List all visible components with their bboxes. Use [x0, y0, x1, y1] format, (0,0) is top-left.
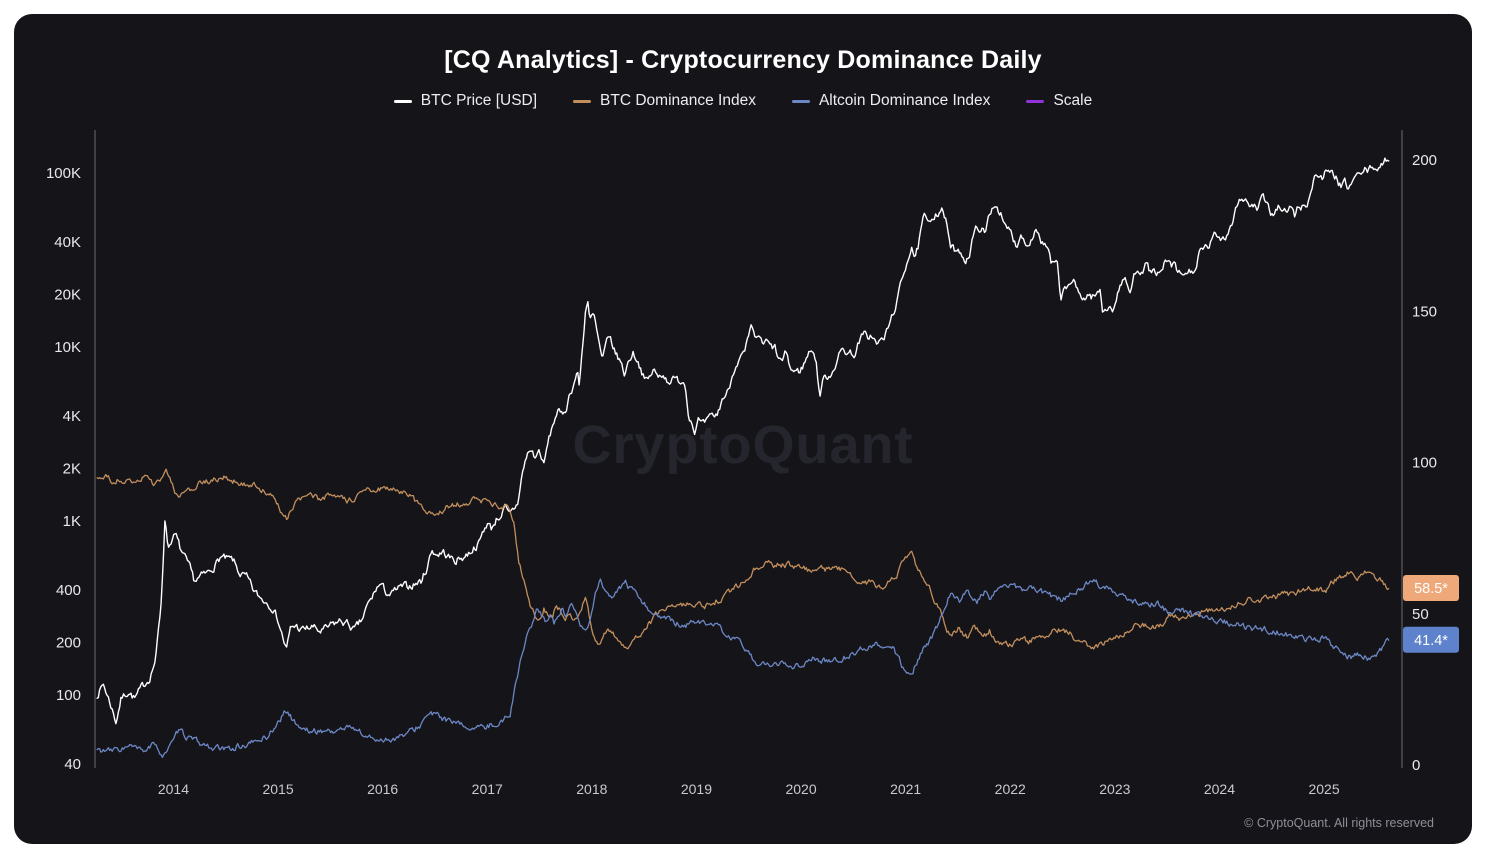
y-axis-tick-left: 1K — [63, 513, 81, 530]
series-btc-price-line — [96, 157, 1390, 725]
y-axis-tick-left: 200 — [56, 634, 81, 651]
badge-value: 41.4* — [1414, 633, 1448, 649]
y-axis-tick-left: 100 — [56, 687, 81, 704]
chart-canvas[interactable]: 40 100 200 400 1K 2K 4K 10K 20K 40K 100K 0 50 100 150 2… — [14, 14, 1472, 844]
btc-dominance-swatch — [573, 99, 592, 103]
btc-price-label: BTC Price [USD] — [420, 92, 538, 109]
last-value-badge-58.5: 58.5* — [1403, 575, 1459, 602]
x-axis-tick: 2021 — [890, 781, 921, 797]
x-axis-tick: 2022 — [995, 781, 1026, 797]
legend-item-btc-price[interactable]: BTC Price [USD] — [393, 92, 538, 110]
page-title: [CQ Analytics] - Cryptocurrency Dominanc… — [444, 46, 1042, 74]
btc-dominance-label: BTC Dominance Index — [600, 92, 756, 109]
y-axis-tick-left: 10K — [54, 339, 81, 356]
legend-item-btc-dominance[interactable]: BTC Dominance Index — [573, 92, 756, 110]
x-axis-tick: 2018 — [576, 781, 607, 797]
badge-value: 58.5* — [1414, 581, 1448, 597]
y-axis-tick-right: 200 — [1412, 152, 1437, 169]
y-axis-tick-right: 50 — [1412, 606, 1429, 623]
x-axis-tick: 2019 — [681, 781, 712, 797]
legend-item-scale[interactable]: Scale — [1026, 92, 1092, 110]
y-axis-tick-left: 2K — [63, 460, 81, 477]
badge-background — [1403, 626, 1459, 653]
y-axis-tick-right: 100 — [1412, 455, 1437, 472]
chart-panel: [CQ Analytics] - Cryptocurrency Dominanc… — [14, 14, 1472, 844]
cryptoquant-watermark: CryptoQuant — [572, 415, 914, 475]
last-value-badge-41.4: 41.4* — [1403, 626, 1459, 653]
x-axis-tick: 2020 — [785, 781, 816, 797]
x-axis-tick: 2016 — [367, 781, 398, 797]
x-axis-tick: 2017 — [472, 781, 503, 797]
y-axis-tick-right: 0 — [1412, 757, 1420, 774]
series-btc-dominance-line — [96, 468, 1390, 650]
y-axis-tick-left: 4K — [63, 408, 81, 425]
y-axis-tick-left: 40K — [54, 234, 81, 251]
scale-swatch — [1026, 99, 1045, 103]
x-axis-tick: 2014 — [158, 781, 189, 797]
altcoin-dominance-label: Altcoin Dominance Index — [818, 92, 991, 109]
btc-price-swatch — [393, 99, 412, 103]
scale-label: Scale — [1053, 92, 1093, 109]
legend: BTC Price [USD] BTC Dominance Index Altcoi… — [14, 92, 1472, 110]
y-axis-tick-left: 40 — [64, 756, 81, 773]
legend-item-altcoin-dominance[interactable]: Altcoin Dominance Index — [791, 92, 991, 110]
x-axis-tick: 2025 — [1308, 781, 1339, 797]
y-axis-tick-right: 150 — [1412, 303, 1437, 320]
altcoin-dominance-swatch — [791, 99, 810, 103]
badge-background — [1403, 575, 1459, 602]
y-axis-tick-left: 100K — [46, 165, 81, 182]
x-axis-tick: 2015 — [262, 781, 293, 797]
series-altcoin-dominance-line — [96, 578, 1390, 758]
x-axis-tick: 2023 — [1099, 781, 1130, 797]
copyright-notice: © CryptoQuant. All rights reserved — [1244, 816, 1434, 830]
y-axis-tick-left: 20K — [54, 286, 81, 303]
x-axis-tick: 2024 — [1204, 781, 1235, 797]
y-axis-tick-left: 400 — [56, 582, 81, 599]
